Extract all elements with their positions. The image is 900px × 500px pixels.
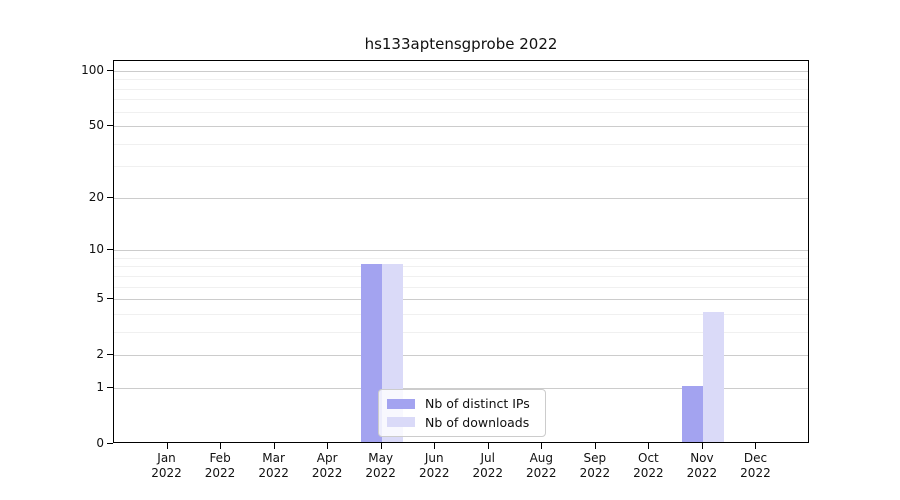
legend-swatch-distinct-ips-icon [387,398,415,409]
x-tick-mark [381,443,382,449]
x-tick-label: May 2022 [365,451,396,480]
minor-gridline [114,79,808,81]
chart-title: hs133aptensgprobe 2022 [364,35,558,53]
minor-gridline [114,166,808,168]
minor-gridline [114,331,808,333]
x-tick-label: Mar 2022 [258,451,289,480]
major-gridline [114,250,808,252]
y-tick-mark [107,298,113,299]
x-tick-label: Sep 2022 [579,451,611,480]
major-gridline [114,197,808,199]
y-tick-label: 1 [96,379,104,394]
minor-gridline [114,99,808,101]
major-gridline [114,299,808,301]
y-tick-label: 50 [88,118,104,133]
x-tick-mark [541,443,542,449]
y-tick-mark [107,70,113,71]
minor-gridline [114,275,808,277]
x-tick-mark [434,443,435,449]
y-tick-mark [107,197,113,198]
x-tick-mark [327,443,328,449]
y-tick-label: 100 [81,63,104,77]
x-tick-mark [755,443,756,449]
legend-entry-downloads: Nb of downloads [387,415,537,430]
x-tick-label: Dec 2022 [740,451,771,480]
legend-entry-distinct-ips: Nb of distinct IPs [387,396,537,411]
minor-gridline [114,313,808,315]
x-tick-label: Jan 2022 [151,451,182,480]
legend: Nb of distinct IPs Nb of downloads [378,389,546,437]
y-tick-mark [107,125,113,126]
legend-label-downloads: Nb of downloads [425,414,530,430]
x-tick-label: Nov 2022 [686,451,718,480]
plot-area [113,60,809,443]
major-gridline [114,71,808,72]
x-tick-label: Oct 2022 [633,451,664,480]
x-tick-mark [648,443,649,449]
minor-gridline [114,286,808,288]
x-tick-mark [274,443,275,449]
x-tick-label: Jul 2022 [472,451,504,480]
x-tick-mark [488,443,489,449]
y-tick-label: 0 [96,436,104,450]
major-gridline [114,126,808,128]
x-tick-label: Jun 2022 [418,451,450,480]
bar-distinct-ips [360,264,382,442]
y-tick-mark [107,387,113,388]
x-tick-mark [167,443,168,449]
minor-gridline [114,257,808,259]
minor-gridline [114,143,808,145]
legend-label-distinct-ips: Nb of distinct IPs [425,396,530,412]
minor-gridline [114,111,808,113]
bar-distinct-ips [681,385,703,442]
x-tick-label: Apr 2022 [311,451,343,480]
y-tick-label: 5 [96,291,104,306]
x-tick-label: Aug 2022 [526,451,557,480]
y-tick-label: 2 [96,347,104,362]
y-tick-mark [107,249,113,250]
minor-gridline [114,266,808,268]
bar-downloads [702,311,724,442]
legend-swatch-downloads-icon [387,417,415,428]
y-tick-label: 20 [88,189,104,204]
major-gridline [114,355,808,357]
major-gridline [114,387,808,389]
x-tick-mark [220,443,221,449]
minor-gridline [114,88,808,90]
x-tick-mark [702,443,703,449]
x-tick-mark [595,443,596,449]
y-tick-mark [107,354,113,355]
y-tick-mark [107,443,113,444]
y-tick-label: 10 [88,242,104,257]
x-tick-label: Feb 2022 [204,451,236,480]
